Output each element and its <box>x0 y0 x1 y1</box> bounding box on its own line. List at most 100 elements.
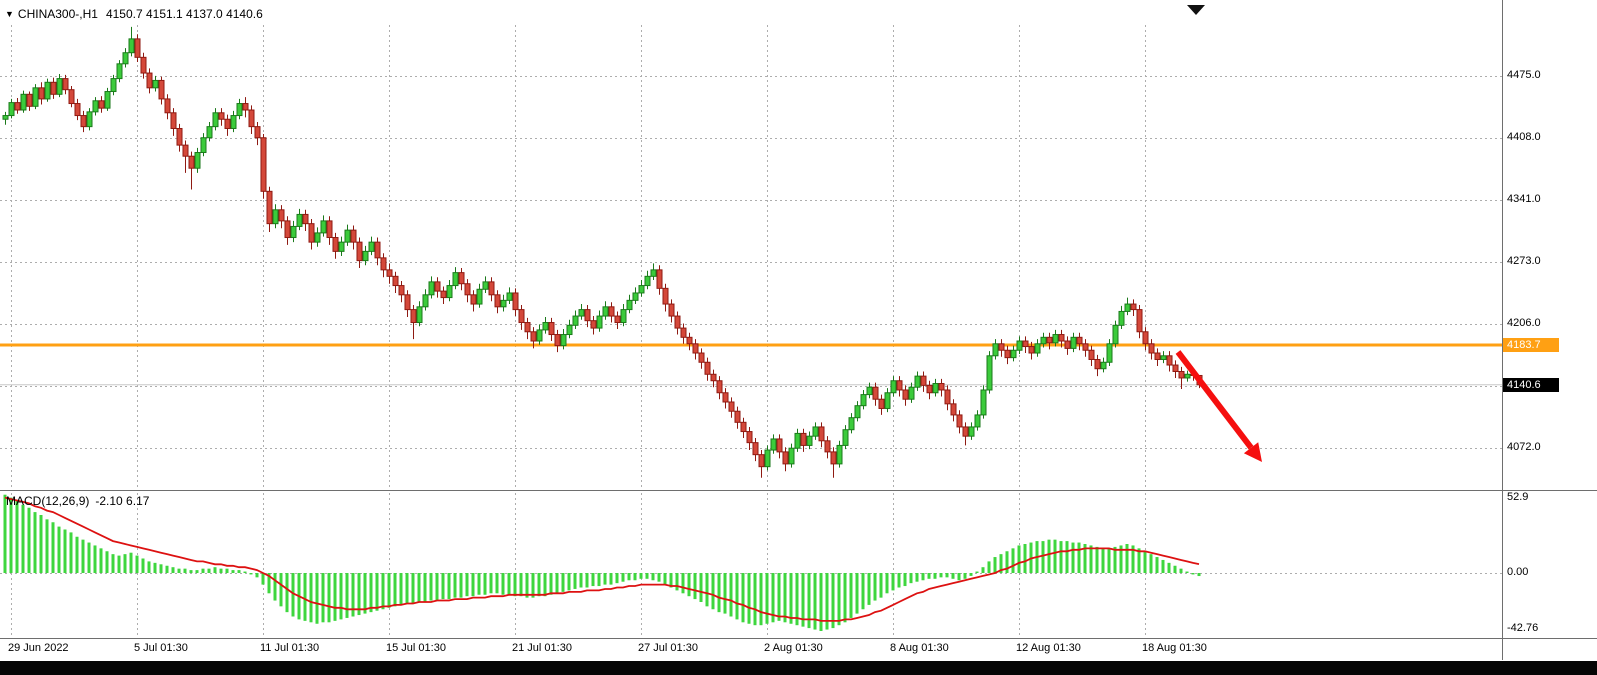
candle-up <box>806 435 813 446</box>
time-axis-label: 15 Jul 01:30 <box>386 642 446 654</box>
candle-up <box>842 429 849 446</box>
candle-up <box>452 272 459 287</box>
candle-up <box>644 275 651 287</box>
macd-bar <box>705 573 709 607</box>
trend-arrow-annotation[interactable] <box>1175 350 1262 462</box>
candle-up <box>416 306 423 324</box>
candle-up <box>362 250 369 262</box>
price-axis-label: 4408.0 <box>1507 130 1541 143</box>
macd-bar <box>939 573 943 578</box>
macd-bar <box>993 557 997 573</box>
macd-bar <box>537 573 541 597</box>
macd-bar <box>669 573 673 588</box>
macd-bar <box>519 573 523 597</box>
macd-bar <box>291 573 295 617</box>
candle-up <box>836 444 843 465</box>
macd-bar <box>345 573 349 618</box>
candle-down <box>680 327 687 338</box>
macd-bar <box>129 552 133 573</box>
candle-up <box>542 322 549 331</box>
macd-bar <box>783 573 787 623</box>
candle-down <box>188 155 195 169</box>
macd-indicator-title: MACD(12,26,9) -2.10 6.17 <box>6 494 149 508</box>
candle-down <box>134 38 141 58</box>
candle-down <box>1046 336 1053 344</box>
macd-bar <box>327 573 331 623</box>
candle-down <box>218 112 225 120</box>
candle-up <box>200 137 207 154</box>
macd-bar <box>573 573 577 589</box>
candle-down <box>1022 340 1029 348</box>
macd-bar <box>81 539 85 573</box>
candle-up <box>338 241 345 252</box>
macd-bar <box>411 573 415 604</box>
macd-bar <box>1017 545 1021 573</box>
candle-down <box>830 451 837 465</box>
macd-bar <box>813 573 817 630</box>
macd-bar <box>423 573 427 602</box>
time-axis[interactable]: 29 Jun 2022 5 Jul 01:30 11 Jul 01:30 15 Jul… <box>0 640 1502 660</box>
macd-bar <box>33 512 37 573</box>
macd-bar <box>177 568 181 573</box>
candle-down <box>674 315 681 329</box>
candle-up <box>968 426 975 437</box>
macd-bar <box>39 515 43 573</box>
candle-up <box>1124 303 1131 312</box>
macd-bar <box>45 519 49 573</box>
candle-down <box>782 451 789 465</box>
macd-bar <box>123 554 127 573</box>
candle-up <box>476 288 483 305</box>
price-axis-label: 4475.0 <box>1507 68 1541 81</box>
candle-down <box>440 290 447 299</box>
macd-bar <box>579 573 583 588</box>
candle-up <box>536 329 543 342</box>
candle-up <box>1034 343 1041 354</box>
candle-up <box>788 447 795 465</box>
macd-bar <box>1047 539 1051 573</box>
macd-bar <box>933 573 937 579</box>
candle-up <box>290 225 297 239</box>
candle-down <box>284 220 291 239</box>
macd-bar <box>1143 551 1147 573</box>
candle-down <box>470 294 477 305</box>
macd-bar <box>405 573 409 604</box>
macd-bar <box>735 573 739 620</box>
candle-up <box>128 38 135 54</box>
current-price-value: 4140.6 <box>1507 378 1541 391</box>
macd-bar <box>681 573 685 594</box>
candle-down <box>512 292 519 311</box>
macd-bar <box>603 573 607 585</box>
candle-up <box>794 432 801 449</box>
macd-bar <box>999 554 1003 573</box>
macd-bar <box>267 573 271 594</box>
macd-bar <box>561 573 565 592</box>
chart-shift-marker-icon[interactable] <box>1187 5 1205 15</box>
macd-bar <box>645 573 649 579</box>
macd-bar <box>387 573 391 608</box>
candle-down <box>1154 352 1161 360</box>
candle-down <box>1076 336 1083 345</box>
candle-down <box>662 287 669 305</box>
candle-down <box>704 361 711 375</box>
time-axis-label: 5 Jul 01:30 <box>134 642 188 654</box>
macd-bar <box>453 573 457 598</box>
macd-bar <box>201 568 205 573</box>
macd-bar <box>597 573 601 587</box>
candle-down <box>1064 340 1071 349</box>
macd-bar <box>495 573 499 594</box>
macd-bar <box>843 573 847 623</box>
candle-up <box>314 232 321 243</box>
candle-down <box>938 383 945 391</box>
price-axis[interactable]: 4475.0 4408.0 4341.0 4273.0 4206.0 4072.0 52.9… <box>1503 0 1597 660</box>
macd-bar <box>801 573 805 627</box>
macd-bar <box>375 573 379 611</box>
candle-up <box>638 285 645 294</box>
macd-bar <box>1137 548 1141 573</box>
candle-down <box>26 93 33 107</box>
macd-bar <box>861 573 865 610</box>
macd-bar <box>63 529 67 573</box>
macd-bar <box>105 551 109 573</box>
macd-signal-line <box>4 496 1200 622</box>
macd-bar <box>237 570 241 573</box>
